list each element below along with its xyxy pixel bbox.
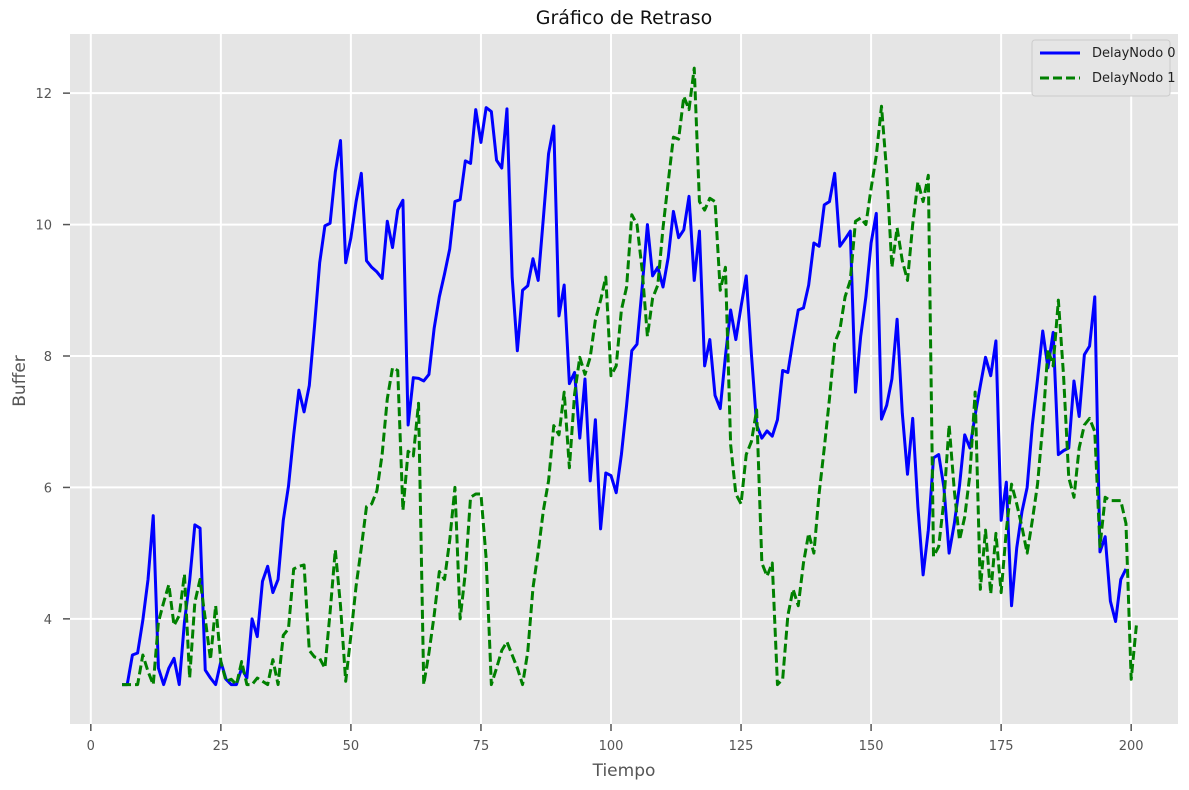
y-tick-label: 8 — [44, 350, 52, 365]
x-tick-label: 125 — [729, 739, 754, 754]
x-tick-label: 50 — [343, 739, 360, 754]
y-tick-label: 10 — [35, 219, 52, 234]
x-axis-label: Tiempo — [592, 761, 656, 781]
x-tick-label: 25 — [213, 739, 230, 754]
y-tick-label: 4 — [44, 613, 52, 628]
x-tick-label: 0 — [87, 739, 95, 754]
legend: DelayNodo 0 DelayNodo 1 — [1031, 39, 1176, 97]
x-tick-label: 200 — [1119, 739, 1144, 754]
series-line-delaynodo-1 — [122, 66, 1138, 687]
y-tick-label: 12 — [35, 87, 52, 102]
legend-label-delaynodo-1: DelayNodo 1 — [1092, 71, 1176, 86]
legend-label-delaynodo-0: DelayNodo 0 — [1092, 46, 1176, 61]
x-tick-label: 150 — [859, 739, 884, 754]
x-tick-label: 175 — [989, 739, 1014, 754]
plot-background — [70, 34, 1178, 724]
y-tick-label: 6 — [44, 481, 52, 496]
chart-title: Gráfico de Retraso — [536, 7, 713, 29]
x-tick-label: 100 — [599, 739, 624, 754]
series-line-delaynodo-0 — [122, 106, 1128, 687]
axis-ticks: 0 25 50 75 100 125 150 175 200 4 6 8 10 12 — [35, 87, 1143, 754]
series-layer — [122, 66, 1138, 687]
x-tick-label: 75 — [473, 739, 490, 754]
y-axis-label: Buffer — [10, 355, 30, 407]
grid — [70, 34, 1178, 724]
